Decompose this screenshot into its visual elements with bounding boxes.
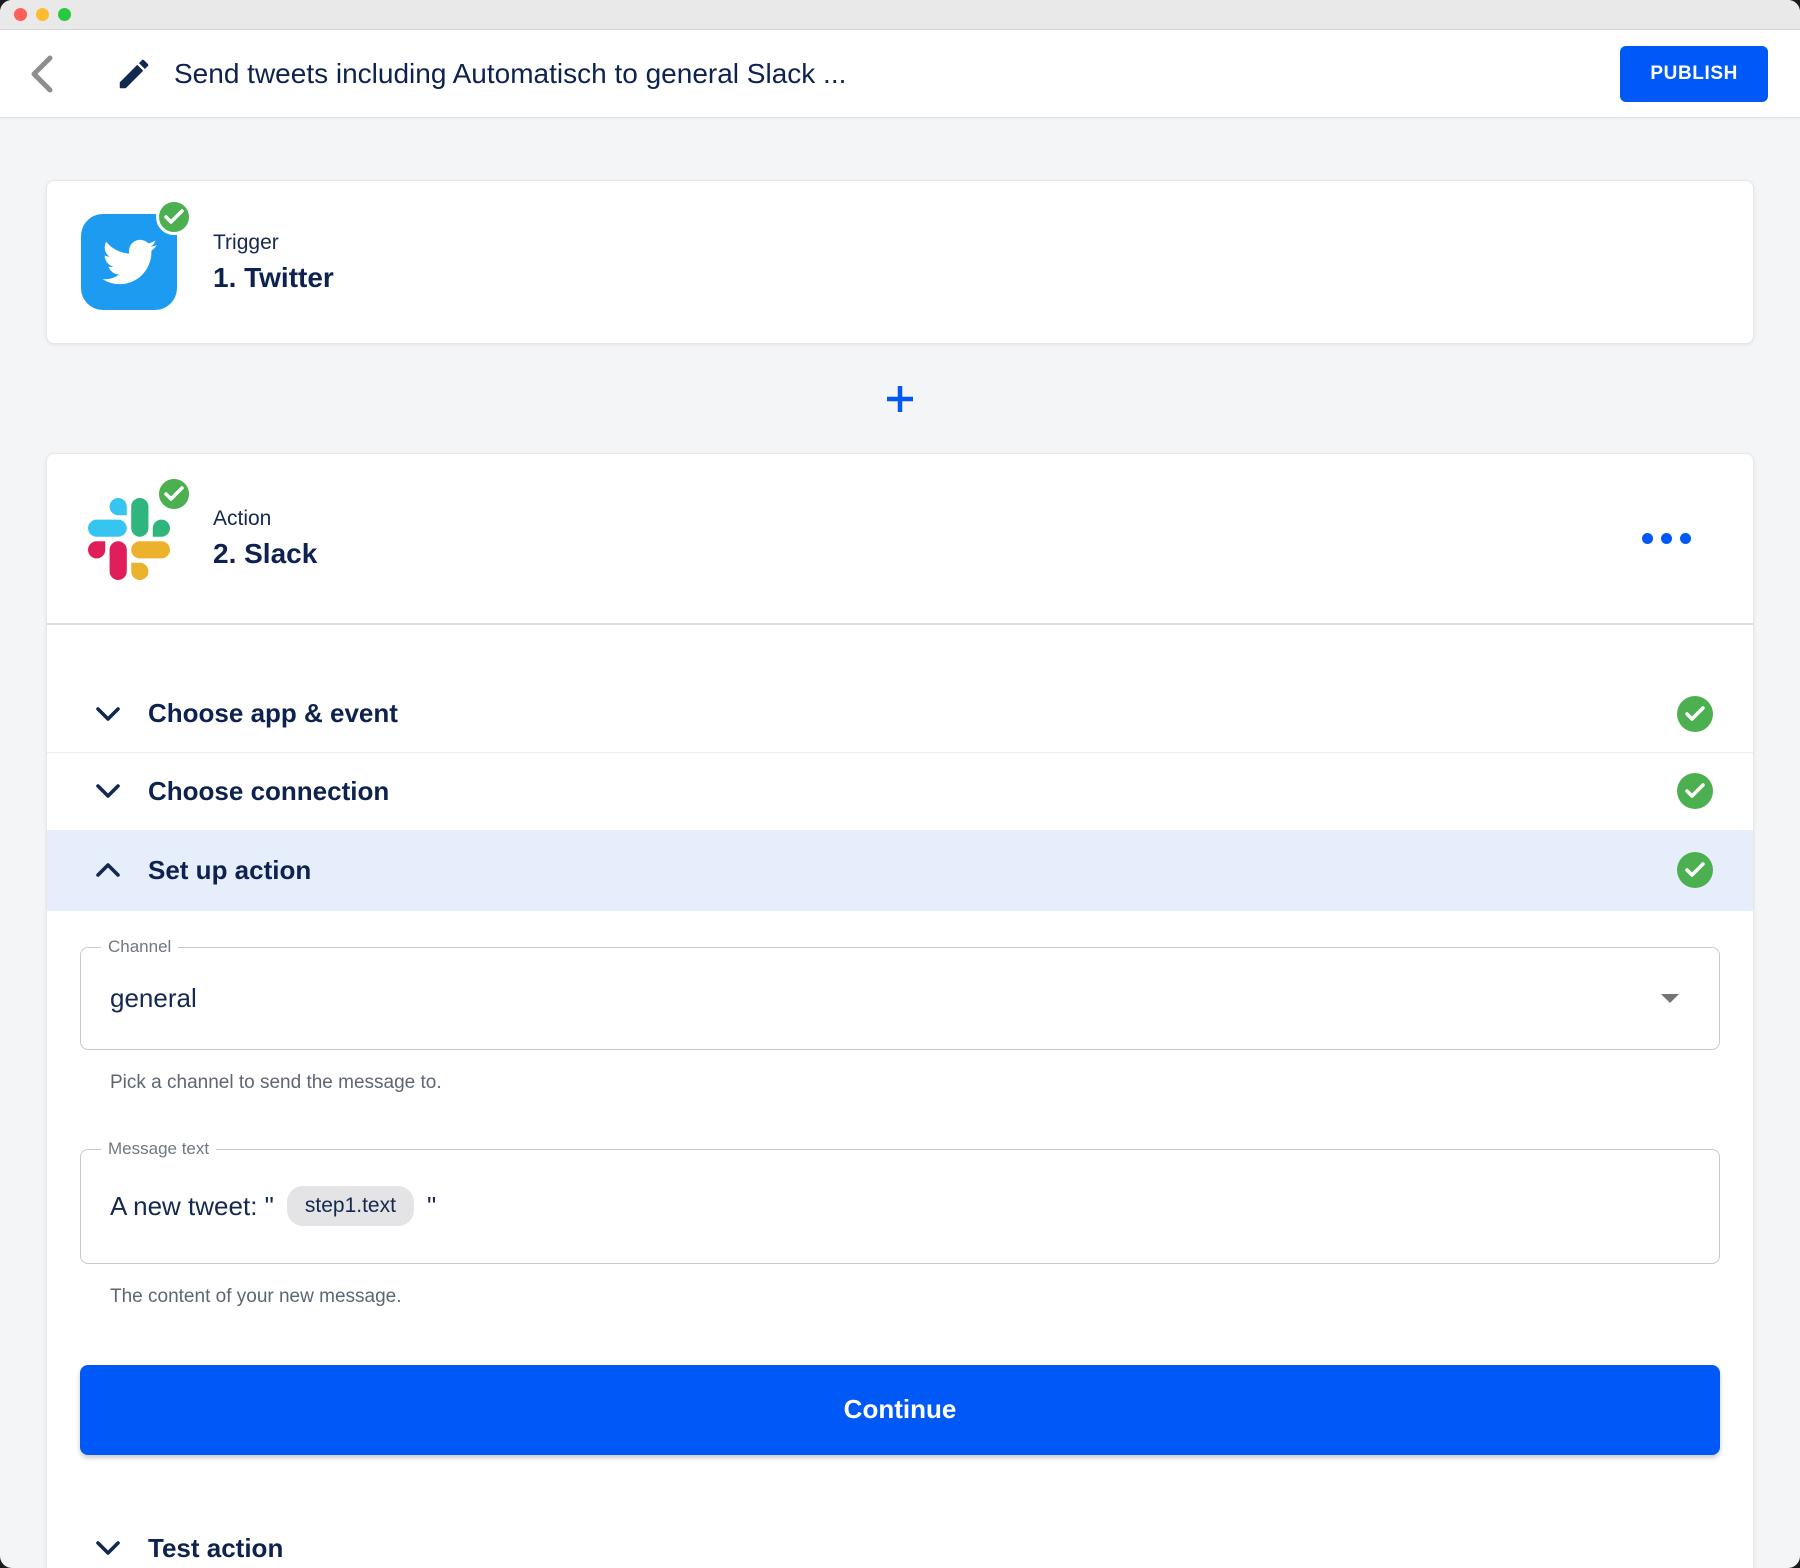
flow-editor-header: Send tweets including Automatisch to gen… (0, 30, 1800, 118)
back-chevron-icon (30, 54, 54, 94)
ellipsis-icon (1642, 533, 1653, 544)
message-helper-text: The content of your new message. (110, 1285, 402, 1307)
plus-icon (880, 379, 920, 419)
continue-button[interactable]: Continue (80, 1364, 1720, 1455)
accordion-label: Set up action (148, 854, 312, 885)
add-step-button[interactable] (880, 379, 920, 419)
action-complete-badge (156, 475, 192, 512)
minimize-window-button[interactable] (36, 8, 49, 21)
flow-title[interactable]: Send tweets including Automatisch to gen… (174, 57, 847, 89)
trigger-step-text: Trigger 1. Twitter (213, 231, 334, 294)
section-complete-icon (1677, 773, 1713, 810)
step-kind-label: Trigger (213, 230, 279, 254)
accordion-label: Choose connection (148, 775, 390, 806)
accordion-choose-connection[interactable]: Choose connection (47, 753, 1753, 830)
edit-title-button[interactable] (112, 50, 156, 98)
flow-canvas: Trigger 1. Twitter (0, 118, 1800, 1568)
step-name: 2. Slack (213, 538, 318, 569)
step-kind-label: Action (213, 507, 272, 530)
trigger-complete-badge (156, 199, 192, 235)
slack-icon (88, 497, 170, 580)
set-up-action-form: Channel general Pick a channel to send t… (47, 911, 1753, 1516)
publish-button[interactable]: PUBLISH (1620, 45, 1768, 102)
zoom-window-button[interactable] (58, 8, 71, 21)
chevron-down-icon (95, 706, 121, 722)
chevron-down-icon (95, 1540, 121, 1556)
accordion-label: Test action (148, 1532, 284, 1563)
channel-selected-value: general (110, 982, 197, 1013)
section-complete-icon (1677, 852, 1713, 889)
trigger-step-card[interactable]: Trigger 1. Twitter (46, 180, 1754, 344)
back-button[interactable] (22, 50, 62, 98)
twitter-app-icon-wrap (81, 199, 192, 310)
macos-titlebar (0, 0, 1800, 30)
slack-app-icon-wrap (81, 475, 192, 587)
card-header-divider (47, 623, 1753, 625)
action-step-text: Action 2. Slack (213, 507, 317, 570)
accordion-set-up-action[interactable]: Set up action (47, 829, 1753, 911)
step-options-button[interactable] (1632, 523, 1701, 554)
action-step-header[interactable]: Action 2. Slack (47, 454, 1753, 623)
action-step-card: Action 2. Slack Choose app & eve (46, 453, 1754, 1568)
select-dropdown-arrow-icon[interactable] (1661, 993, 1679, 1003)
message-prefix: A new tweet: " (110, 1190, 274, 1221)
chevron-down-icon (95, 783, 121, 799)
message-field-label: Message text (101, 1138, 217, 1159)
close-window-button[interactable] (14, 8, 27, 21)
variable-chip[interactable]: step1.text (286, 1186, 414, 1227)
accordion-choose-app-event[interactable]: Choose app & event (47, 676, 1753, 753)
connector-row (46, 344, 1754, 453)
pencil-icon (115, 55, 153, 93)
message-content: A new tweet: " step1.text " (110, 1186, 437, 1227)
accordion-label: Choose app & event (148, 698, 398, 729)
message-suffix: " (426, 1190, 437, 1221)
channel-helper-text: Pick a channel to send the message to. (110, 1071, 442, 1093)
step-name: 1. Twitter (213, 261, 334, 293)
message-text-field[interactable]: Message text A new tweet: " step1.text " (80, 1138, 1720, 1264)
accordion-test-action[interactable]: Test action (47, 1516, 1753, 1568)
channel-field-label: Channel (101, 936, 179, 957)
channel-select[interactable]: Channel general (80, 936, 1720, 1050)
chevron-up-icon (95, 862, 121, 878)
section-complete-icon (1677, 695, 1713, 732)
